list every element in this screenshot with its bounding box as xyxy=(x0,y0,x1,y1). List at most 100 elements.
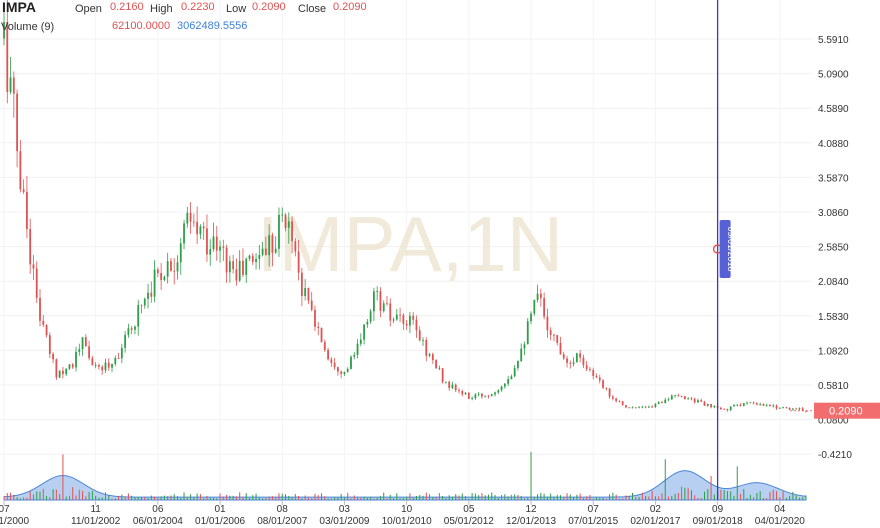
candle-body xyxy=(261,248,264,255)
candle-body xyxy=(602,380,604,388)
x-tick-label-date: 10/01/2010 xyxy=(382,516,432,527)
candle-body xyxy=(189,212,192,222)
candle-body xyxy=(333,362,336,368)
x-tick-label-month: 07 xyxy=(0,504,10,515)
candle-body xyxy=(107,362,110,368)
candle-body xyxy=(170,261,172,271)
candle-body xyxy=(212,236,215,250)
x-tick-label-month: 04 xyxy=(774,504,786,515)
candle-body xyxy=(539,293,542,299)
volume-value-average: 3062489.5556 xyxy=(177,20,248,32)
candle-body xyxy=(729,406,732,411)
candle-body xyxy=(641,406,644,408)
candle-body xyxy=(12,77,15,94)
candle-body xyxy=(798,408,801,410)
candle-body xyxy=(405,323,408,326)
candle-body xyxy=(228,261,231,273)
candle-body xyxy=(415,319,418,331)
candle-body xyxy=(3,21,5,39)
y-tick-label: 0.5810 xyxy=(818,381,849,392)
candle-body xyxy=(235,269,238,281)
candle-body xyxy=(343,371,346,374)
candle-body xyxy=(242,260,244,275)
candle-body xyxy=(759,403,762,405)
candle-body xyxy=(183,223,185,244)
candle-body xyxy=(356,343,359,355)
x-tick-label-month: 12 xyxy=(525,504,537,515)
x-tick-label-month: 06 xyxy=(152,504,164,515)
y-tick-label: 2.5850 xyxy=(818,243,849,254)
candle-body xyxy=(657,402,660,404)
candle-body xyxy=(700,400,703,402)
candle-body xyxy=(733,405,735,407)
candle-body xyxy=(772,405,775,407)
crosshair-date-label: 09/01/2018 xyxy=(726,226,736,271)
candle-body xyxy=(536,293,539,301)
x-tick-label-date: 11/01/2002 xyxy=(71,516,121,527)
candle-body xyxy=(300,272,303,297)
volume-value-primary: 62100.0000 xyxy=(112,20,171,32)
candle-body xyxy=(559,342,562,355)
candle-body xyxy=(91,358,94,366)
candle-body xyxy=(222,246,225,248)
candle-body xyxy=(130,328,133,330)
candle-body xyxy=(546,316,549,331)
candle-body xyxy=(284,214,287,228)
y-tick-label: 0.0800 xyxy=(818,416,849,427)
candle-body xyxy=(156,269,159,274)
candle-body xyxy=(278,214,280,249)
candle-body xyxy=(114,357,117,364)
y-tick-label: 3.5870 xyxy=(818,173,849,184)
candle-body xyxy=(697,400,699,403)
crosshair[interactable]: 09/01/2018 xyxy=(712,0,737,500)
candle-body xyxy=(723,409,726,410)
candle-body xyxy=(386,303,388,305)
candle-body xyxy=(553,334,555,336)
candle-body xyxy=(173,270,176,272)
candle-body xyxy=(268,235,271,256)
candle-body xyxy=(98,365,100,367)
candle-body xyxy=(39,297,41,321)
candle-body xyxy=(647,406,650,408)
candle-body xyxy=(71,364,74,368)
candle-body xyxy=(683,396,686,399)
candle-body xyxy=(562,354,565,359)
candle-body xyxy=(667,399,670,401)
candle-body xyxy=(510,376,513,380)
candle-body xyxy=(94,365,97,366)
candle-body xyxy=(350,356,352,369)
candle-body xyxy=(287,221,290,228)
candle-body xyxy=(153,269,156,297)
candle-body xyxy=(16,93,18,152)
candle-body xyxy=(248,255,251,259)
candle-body xyxy=(353,354,356,357)
candle-body xyxy=(608,388,611,397)
candle-body xyxy=(625,405,627,408)
candle-body xyxy=(441,368,444,383)
candle-body xyxy=(9,77,12,93)
candle-body xyxy=(379,291,382,312)
candle-body xyxy=(101,366,104,371)
candle-body xyxy=(523,344,526,349)
candle-body xyxy=(654,403,657,408)
candle-body xyxy=(595,375,598,378)
candle-body xyxy=(382,303,385,312)
candle-body xyxy=(490,394,493,397)
x-tick-label-month: 09 xyxy=(712,504,724,515)
candle-body xyxy=(788,407,791,410)
candle-body xyxy=(186,212,189,224)
candle-body xyxy=(589,369,591,371)
close-value: 0.2090 xyxy=(333,1,367,13)
y-tick-label: 3.0860 xyxy=(818,208,849,219)
candle-body xyxy=(445,381,447,383)
candle-body xyxy=(42,320,45,325)
low-label: Low xyxy=(226,3,247,15)
candle-body xyxy=(687,398,690,400)
candle-body xyxy=(29,229,32,265)
candle-body xyxy=(484,395,487,397)
x-tick-label-date: 07/01/2015 xyxy=(568,516,618,527)
candle-body xyxy=(507,379,510,384)
x-tick-label-date: 02/01/2017 xyxy=(630,516,680,527)
candle-body xyxy=(438,368,441,370)
